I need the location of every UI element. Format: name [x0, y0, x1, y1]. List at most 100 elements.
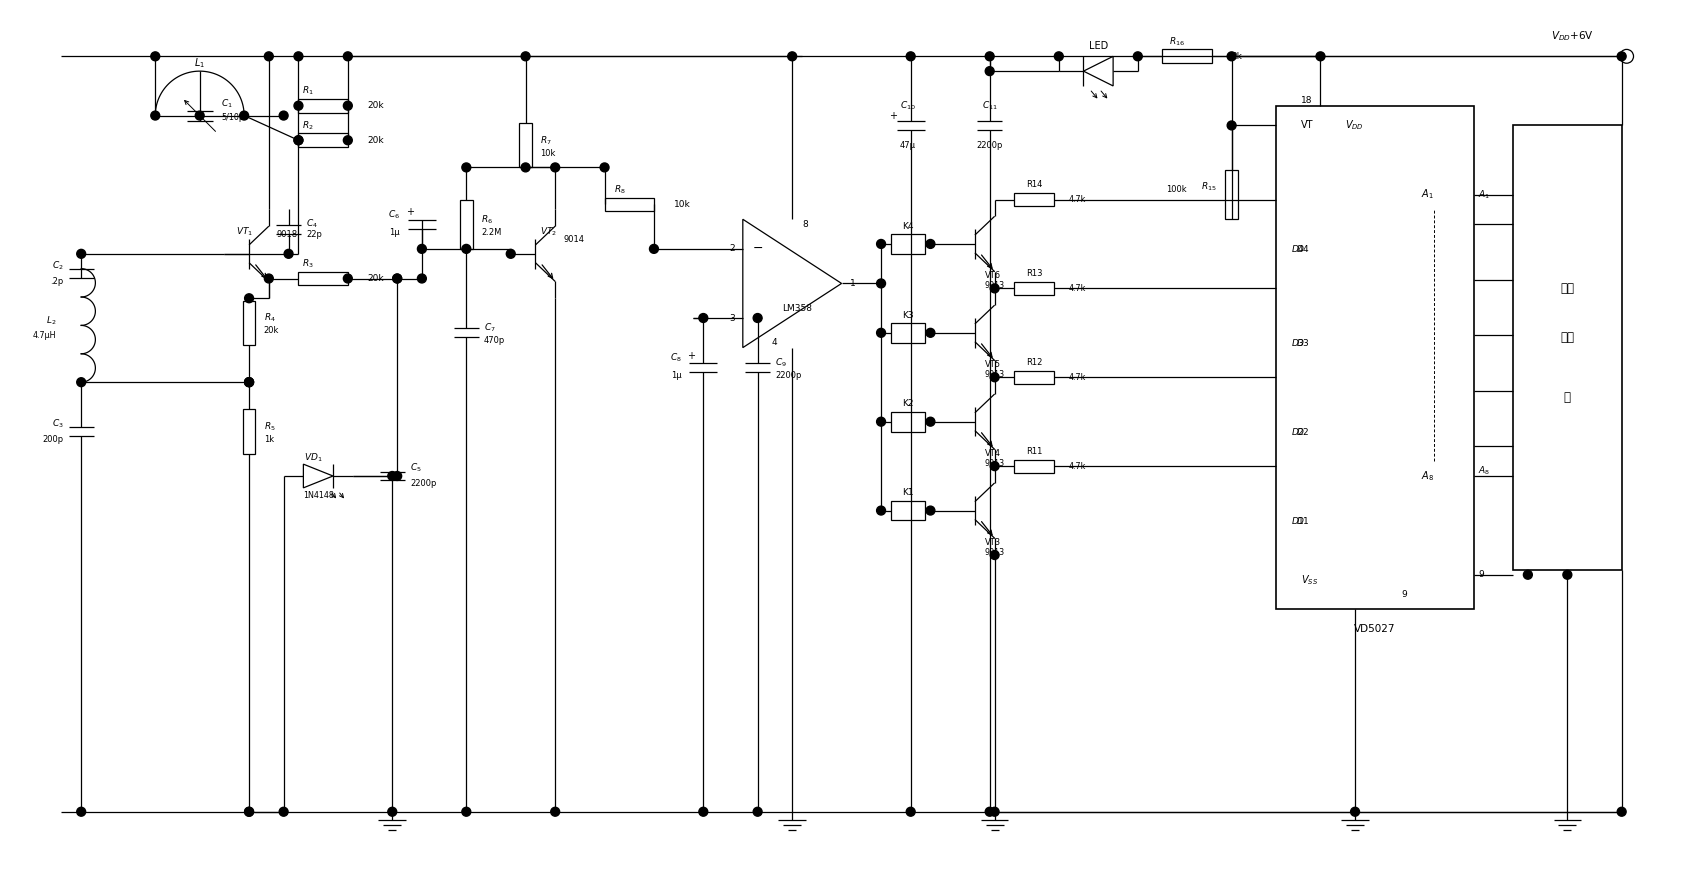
- Circle shape: [244, 378, 254, 387]
- Circle shape: [264, 52, 273, 61]
- Bar: [604, 197, 653, 211]
- Circle shape: [244, 808, 254, 816]
- Text: 4.7k: 4.7k: [1068, 462, 1085, 471]
- Text: $R_{15}$: $R_{15}$: [1200, 181, 1217, 193]
- Circle shape: [393, 274, 401, 283]
- Circle shape: [926, 328, 935, 337]
- Text: $C_1$: $C_1$: [222, 98, 234, 110]
- Circle shape: [1133, 52, 1143, 61]
- Circle shape: [295, 136, 303, 145]
- Circle shape: [1315, 52, 1326, 61]
- Text: 18: 18: [1300, 96, 1312, 106]
- Text: 4.7μH: 4.7μH: [32, 331, 56, 340]
- Text: $C_7$: $C_7$: [484, 321, 496, 334]
- Circle shape: [393, 274, 401, 283]
- Text: $R_5$: $R_5$: [264, 421, 276, 433]
- Circle shape: [279, 111, 288, 120]
- Circle shape: [151, 111, 159, 120]
- Circle shape: [344, 274, 352, 283]
- Bar: [242, 300, 256, 345]
- Text: $V_{DD}$+6V: $V_{DD}$+6V: [1551, 30, 1593, 44]
- Circle shape: [1617, 808, 1625, 816]
- Text: $A_8$: $A_8$: [1478, 464, 1490, 478]
- Text: $C_2$: $C_2$: [52, 259, 63, 272]
- Circle shape: [699, 808, 708, 816]
- Text: R13: R13: [1026, 269, 1043, 278]
- Text: +: +: [752, 312, 764, 325]
- Text: $D3$: $D3$: [1295, 337, 1310, 348]
- Text: $R_4$: $R_4$: [264, 312, 276, 324]
- Text: 1N4148: 1N4148: [303, 491, 334, 500]
- Circle shape: [244, 378, 254, 387]
- Circle shape: [388, 471, 396, 480]
- Bar: [891, 501, 926, 520]
- Text: 2k: 2k: [1231, 52, 1243, 61]
- Text: $R_3$: $R_3$: [303, 258, 315, 270]
- Circle shape: [906, 52, 916, 61]
- Circle shape: [985, 66, 994, 76]
- Text: 9013: 9013: [985, 370, 1006, 379]
- Circle shape: [344, 101, 352, 110]
- Text: $VT_1$: $VT_1$: [235, 226, 252, 238]
- Circle shape: [599, 163, 609, 172]
- Text: 5/10p: 5/10p: [222, 113, 244, 122]
- Circle shape: [1563, 570, 1571, 579]
- Text: 三态: 三态: [1561, 282, 1574, 295]
- Circle shape: [279, 808, 288, 816]
- Text: 20k: 20k: [264, 327, 279, 335]
- Circle shape: [926, 506, 935, 515]
- Text: VT5: VT5: [985, 360, 1001, 369]
- Text: LED: LED: [1089, 41, 1107, 52]
- Circle shape: [877, 328, 885, 337]
- Text: 9013: 9013: [985, 458, 1006, 468]
- Circle shape: [462, 163, 471, 172]
- Text: 20k: 20k: [367, 136, 384, 145]
- Circle shape: [990, 373, 999, 382]
- Circle shape: [926, 417, 935, 426]
- Circle shape: [1524, 570, 1532, 579]
- Bar: [891, 412, 926, 431]
- Bar: [1163, 50, 1212, 63]
- Text: 9: 9: [1402, 590, 1407, 599]
- Text: $C_9$: $C_9$: [775, 356, 787, 368]
- Text: VT: VT: [1300, 120, 1314, 130]
- Text: 4.7k: 4.7k: [1068, 195, 1085, 204]
- Circle shape: [877, 417, 885, 426]
- Text: $C_3$: $C_3$: [52, 417, 63, 430]
- Text: 200p: 200p: [42, 435, 63, 444]
- Text: $C_5$: $C_5$: [410, 462, 422, 474]
- Circle shape: [877, 239, 885, 249]
- Text: K3: K3: [902, 311, 914, 320]
- Circle shape: [462, 244, 471, 253]
- Circle shape: [650, 244, 659, 253]
- Text: 3: 3: [730, 313, 735, 322]
- Circle shape: [877, 506, 885, 515]
- Text: K4: K4: [902, 222, 914, 230]
- Text: $C_6$: $C_6$: [388, 208, 400, 221]
- Circle shape: [1055, 52, 1063, 61]
- Text: 4.7k: 4.7k: [1068, 284, 1085, 292]
- Circle shape: [787, 52, 797, 61]
- Circle shape: [877, 279, 885, 288]
- Text: $R_{16}$: $R_{16}$: [1170, 35, 1185, 48]
- Circle shape: [990, 808, 999, 816]
- Text: $C_{11}$: $C_{11}$: [982, 100, 997, 112]
- Circle shape: [1351, 808, 1359, 816]
- Text: 1μ: 1μ: [389, 228, 400, 237]
- Text: −: −: [752, 243, 764, 256]
- Circle shape: [418, 244, 427, 253]
- Text: VT4: VT4: [985, 449, 1001, 457]
- Bar: [520, 123, 532, 168]
- Circle shape: [244, 808, 254, 816]
- Circle shape: [990, 551, 999, 560]
- Circle shape: [699, 313, 708, 322]
- Text: 20k: 20k: [367, 101, 384, 110]
- Text: 10k: 10k: [674, 200, 691, 209]
- Circle shape: [990, 284, 999, 292]
- Circle shape: [344, 52, 352, 61]
- Text: $V_{SS}$: $V_{SS}$: [1300, 573, 1317, 587]
- Text: 9018: 9018: [276, 230, 298, 238]
- Text: $L_2$: $L_2$: [46, 314, 56, 327]
- Text: $D1$: $D1$: [1295, 515, 1310, 526]
- Circle shape: [244, 294, 254, 303]
